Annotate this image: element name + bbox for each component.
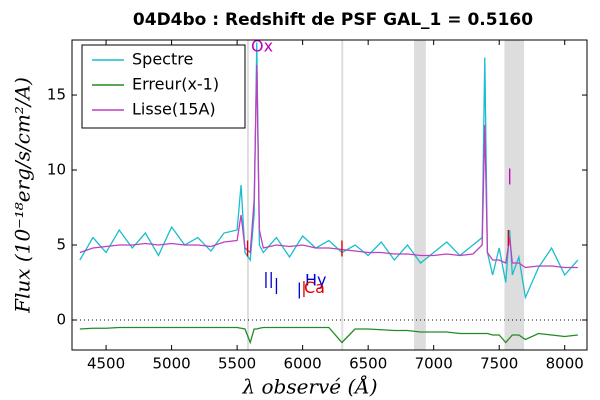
x-tick-label: 4500 xyxy=(87,355,125,373)
x-tick-label: 8000 xyxy=(546,355,584,373)
annotation: | xyxy=(506,227,511,246)
annotation: Ca xyxy=(304,278,325,297)
series-line xyxy=(79,65,578,269)
annotation: | xyxy=(301,278,306,297)
y-axis-label: Flux (10⁻¹⁸erg/s/cm²/A) xyxy=(11,77,35,314)
x-tick-label: 5000 xyxy=(152,355,190,373)
chart-title: 04D4bo : Redshift de PSF GAL_1 = 0.5160 xyxy=(133,10,533,30)
shaded-region xyxy=(341,40,344,350)
x-tick-label: 6500 xyxy=(349,355,387,373)
y-tick-label: 0 xyxy=(56,311,66,329)
annotation: | xyxy=(507,166,512,185)
x-axis-label: λ observé (Å) xyxy=(241,374,377,399)
plot xyxy=(72,40,587,350)
shaded-region xyxy=(414,40,426,350)
annotation: | xyxy=(245,238,250,257)
y-tick-label: 5 xyxy=(56,236,66,254)
annotation: | xyxy=(268,269,273,288)
x-tick-label: 6000 xyxy=(284,355,322,373)
annotation: | xyxy=(339,238,344,257)
legend-label: Lisse(15A) xyxy=(132,100,216,119)
annotation: | xyxy=(263,269,268,288)
y-tick-label: 10 xyxy=(47,161,66,179)
shaded-region xyxy=(246,40,249,350)
legend-label: Spectre xyxy=(132,50,193,69)
annotation: | xyxy=(274,275,279,294)
annotation: Ox xyxy=(251,37,273,56)
y-tick-label: 15 xyxy=(47,86,66,104)
annotation: | xyxy=(297,280,302,299)
legend-box xyxy=(81,44,246,129)
shaded-region xyxy=(504,40,525,350)
plot-frame xyxy=(71,39,588,351)
x-tick-label: 5500 xyxy=(218,355,256,373)
series-line xyxy=(79,326,578,345)
x-tick-label: 7000 xyxy=(415,355,453,373)
legend-label: Erreur(x-1) xyxy=(132,75,219,94)
annotation: Hy xyxy=(305,271,327,290)
series-line xyxy=(79,42,579,300)
x-tick-label: 7500 xyxy=(480,355,518,373)
